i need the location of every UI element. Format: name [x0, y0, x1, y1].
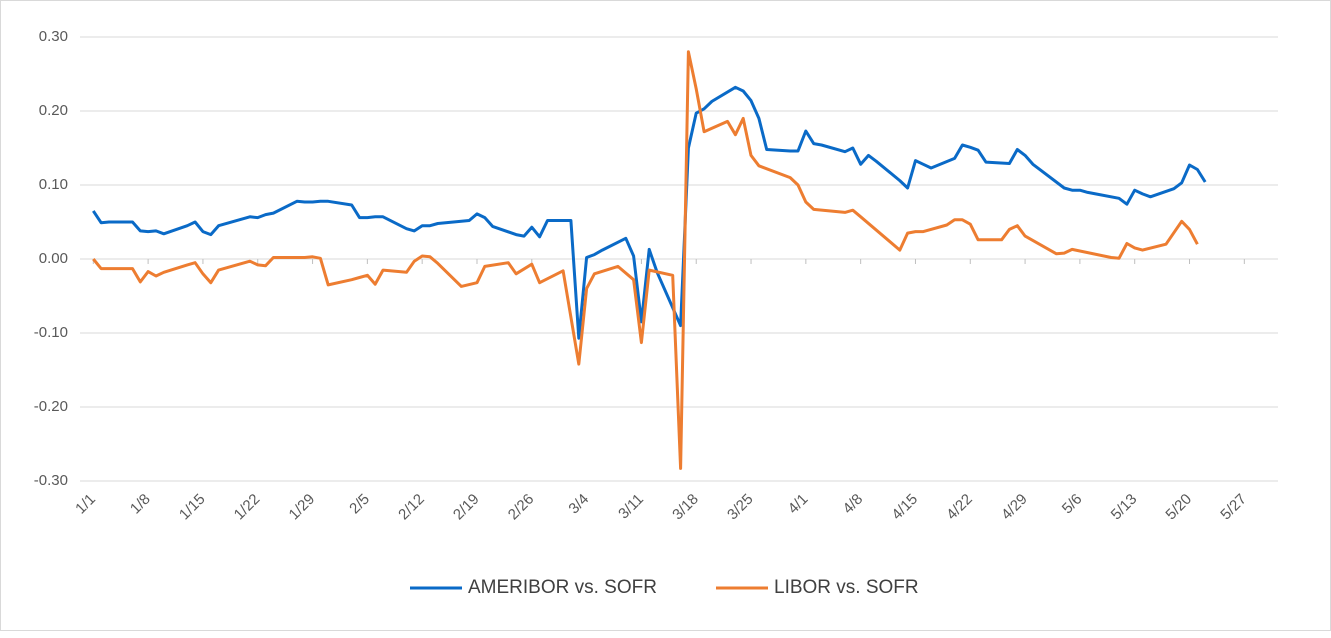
y-tick-label: 0.00 — [39, 250, 68, 267]
y-tick-label: 0.10 — [39, 176, 68, 193]
y-tick-label: -0.20 — [34, 398, 68, 415]
legend: AMERIBOR vs. SOFR LIBOR vs. SOFR — [410, 577, 919, 598]
line-series — [92, 50, 1199, 470]
legend-label: LIBOR vs. SOFR — [774, 577, 919, 598]
y-tick-label: 0.30 — [39, 28, 68, 45]
y-tick-label: 0.20 — [39, 102, 68, 119]
y-tick-label: -0.10 — [34, 324, 68, 341]
legend-label: AMERIBOR vs. SOFR — [468, 577, 657, 598]
y-tick-label: -0.30 — [34, 472, 68, 489]
